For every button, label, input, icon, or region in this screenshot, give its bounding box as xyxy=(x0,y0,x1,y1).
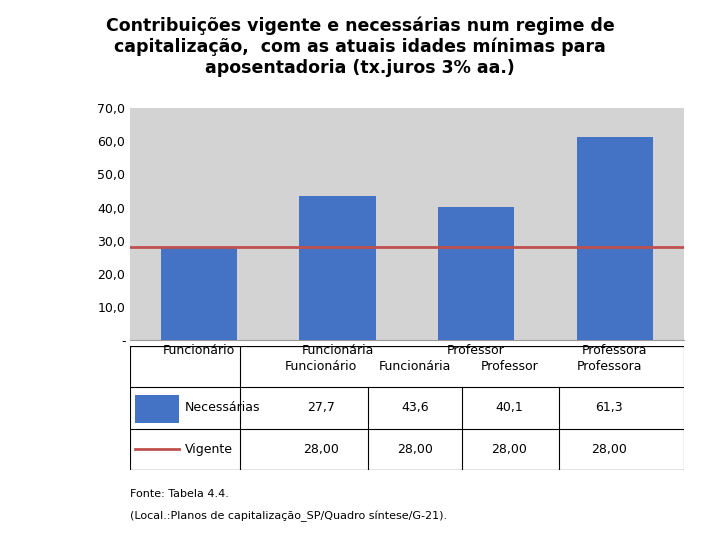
FancyBboxPatch shape xyxy=(135,395,179,423)
Text: (Local.:Planos de capitalização_SP/Quadro síntese/G-21).: (Local.:Planos de capitalização_SP/Quadr… xyxy=(130,510,446,522)
Text: Professora: Professora xyxy=(577,360,642,373)
Bar xyxy=(577,137,653,340)
Text: 28,00: 28,00 xyxy=(492,443,527,456)
Bar xyxy=(300,195,376,340)
Text: Vigente: Vigente xyxy=(185,443,233,456)
Text: Funcionária: Funcionária xyxy=(379,360,451,373)
Text: Professor: Professor xyxy=(480,360,539,373)
Text: 27,7: 27,7 xyxy=(307,401,335,414)
Text: 61,3: 61,3 xyxy=(595,401,623,414)
Text: Contribuições vigente e necessárias num regime de
capitalização,  com as atuais : Contribuições vigente e necessárias num … xyxy=(106,16,614,77)
Text: Funcionário: Funcionário xyxy=(284,360,357,373)
Text: 28,00: 28,00 xyxy=(303,443,339,456)
Text: 40,1: 40,1 xyxy=(495,401,523,414)
Text: 43,6: 43,6 xyxy=(401,401,429,414)
Bar xyxy=(161,248,237,340)
Text: Necessárias: Necessárias xyxy=(185,401,261,414)
Text: 28,00: 28,00 xyxy=(397,443,433,456)
Text: Fonte: Tabela 4.4.: Fonte: Tabela 4.4. xyxy=(130,489,228,499)
Text: 28,00: 28,00 xyxy=(591,443,627,456)
Bar xyxy=(438,207,514,340)
